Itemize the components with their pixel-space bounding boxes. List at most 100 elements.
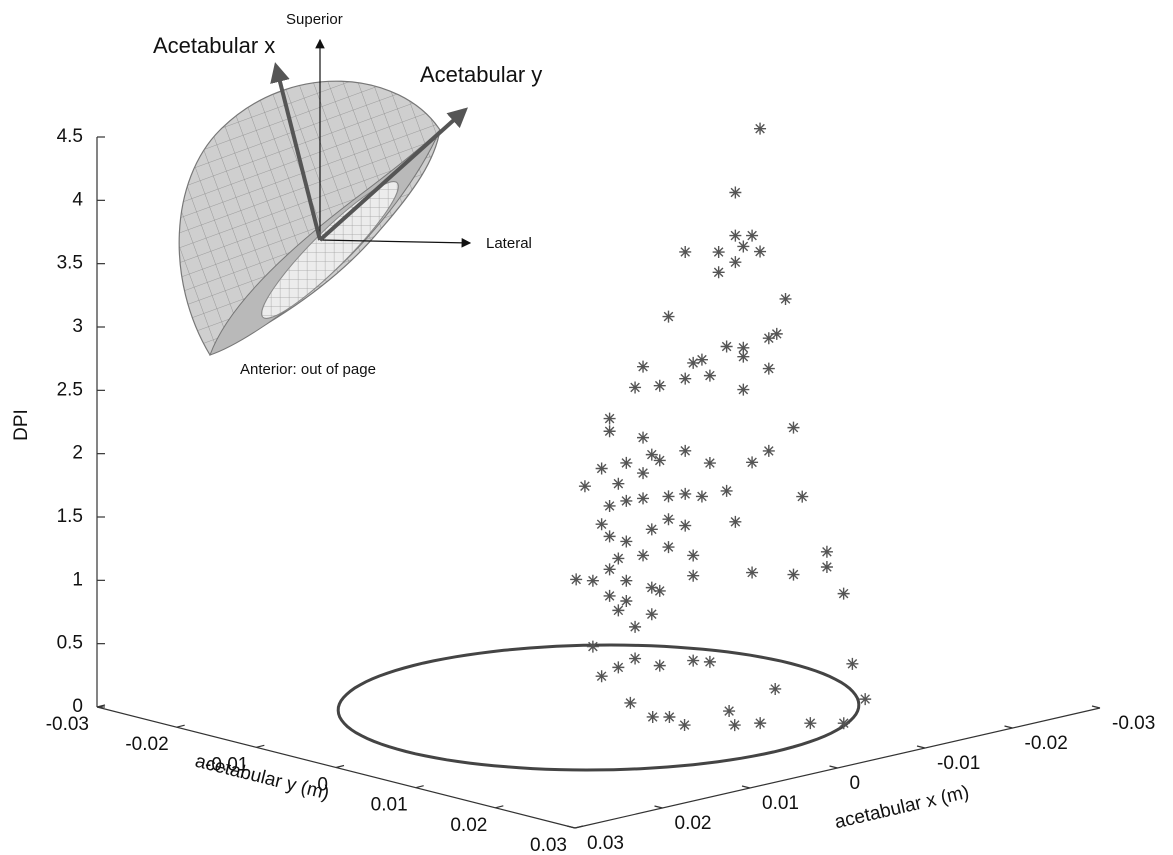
point <box>737 383 750 396</box>
y-tick-label: 0 <box>317 775 328 796</box>
acetabular-y-arrow <box>318 107 468 242</box>
x-tick <box>1004 725 1013 729</box>
annotation: Superior <box>286 11 343 28</box>
point <box>729 186 742 199</box>
point <box>653 454 666 467</box>
hemisphere-diagram: Acetabular x Acetabular y Superior Later… <box>153 11 542 378</box>
acetabular-x-arrow <box>270 62 322 241</box>
y-tick <box>335 764 345 769</box>
point <box>679 519 692 532</box>
point <box>662 310 675 323</box>
point <box>620 494 633 507</box>
point <box>620 456 633 469</box>
point <box>762 332 775 345</box>
z-tick-label: 4.5 <box>57 126 83 147</box>
y-tick-label: 0.03 <box>530 835 567 855</box>
point <box>612 604 625 617</box>
point <box>662 541 675 554</box>
point <box>578 480 591 493</box>
point <box>645 581 658 594</box>
point <box>603 412 616 425</box>
point <box>746 566 759 579</box>
x-tick-label: -0.02 <box>1025 733 1068 754</box>
point <box>570 573 583 586</box>
point <box>595 518 608 531</box>
x-tick <box>829 765 838 769</box>
point <box>754 245 767 258</box>
point <box>646 710 659 723</box>
point <box>687 356 700 369</box>
point <box>787 568 800 581</box>
point <box>820 545 833 558</box>
point <box>620 535 633 548</box>
lateral-arrow <box>319 238 472 248</box>
z-tick-label: 3 <box>72 316 83 337</box>
point <box>712 266 725 279</box>
point <box>595 670 608 683</box>
point <box>603 563 616 576</box>
point <box>859 693 872 706</box>
point <box>837 587 850 600</box>
point <box>687 654 700 667</box>
point <box>662 490 675 503</box>
point <box>769 682 782 695</box>
point <box>762 444 775 457</box>
point <box>729 229 742 242</box>
point <box>612 552 625 565</box>
rim <box>336 643 861 772</box>
point <box>653 379 666 392</box>
point <box>679 487 692 500</box>
point <box>687 549 700 562</box>
point <box>612 477 625 490</box>
x-tick-label: 0.01 <box>762 793 799 814</box>
point <box>723 705 736 718</box>
point <box>679 372 692 385</box>
point <box>746 456 759 469</box>
point <box>637 360 650 373</box>
point <box>729 515 742 528</box>
point <box>720 340 733 353</box>
point <box>728 719 741 732</box>
point <box>787 421 800 434</box>
y-tick-label: 0.02 <box>450 815 487 836</box>
point <box>629 652 642 665</box>
z-tick-label: 0.5 <box>57 633 83 654</box>
point <box>729 256 742 269</box>
point <box>678 719 691 732</box>
point <box>629 620 642 633</box>
point <box>703 655 716 668</box>
point <box>629 381 642 394</box>
point <box>595 462 608 475</box>
y-tick-label: 0.01 <box>371 795 408 816</box>
z-tick-label: 2.5 <box>57 379 83 400</box>
point <box>620 595 633 607</box>
y-tick <box>495 805 504 809</box>
x-tick <box>566 825 576 829</box>
annotation: Acetabular y <box>420 62 542 87</box>
z-tick-label: 1 <box>72 569 83 590</box>
point <box>586 640 599 653</box>
point <box>620 574 633 587</box>
point <box>662 513 675 526</box>
y-tick <box>176 724 185 728</box>
point <box>846 657 859 670</box>
point <box>737 350 750 363</box>
z-tick-label: 0 <box>72 696 83 717</box>
point <box>703 369 716 382</box>
x-tick-label: -0.01 <box>937 753 980 774</box>
point <box>624 696 637 709</box>
point <box>645 608 658 621</box>
point <box>770 327 783 340</box>
point <box>820 561 833 573</box>
x-tick <box>916 745 926 749</box>
y-tick-label: -0.02 <box>125 734 168 755</box>
y-tick-label: -0.03 <box>46 714 89 735</box>
point <box>637 467 650 480</box>
z-axis-label: DPI <box>11 409 32 441</box>
point <box>762 362 775 375</box>
point <box>586 574 599 587</box>
point <box>796 490 809 503</box>
point <box>737 341 750 354</box>
point <box>703 457 716 470</box>
